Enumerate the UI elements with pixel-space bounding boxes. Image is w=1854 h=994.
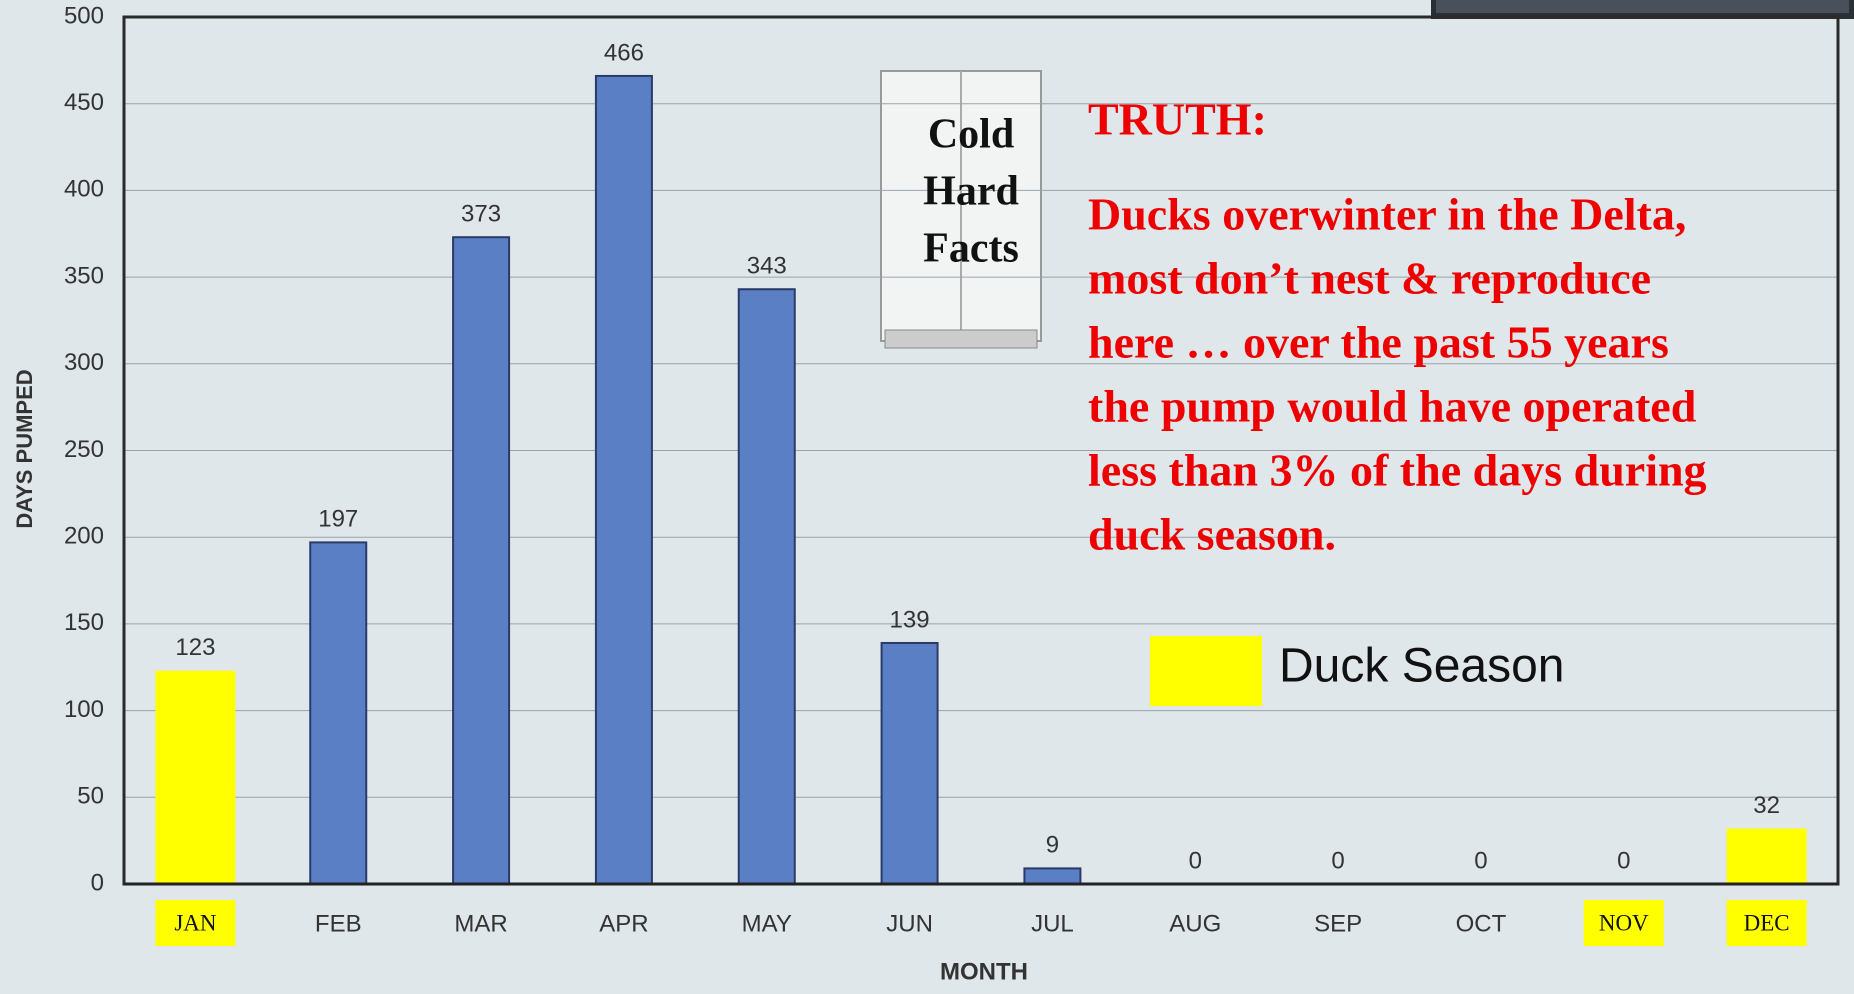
bar: [453, 237, 509, 884]
legend-label: Duck Season: [1279, 640, 1565, 693]
x-axis-title: MONTH: [940, 958, 1028, 985]
value-label: 373: [461, 201, 501, 228]
x-tick-label: AUG: [1169, 910, 1221, 937]
value-label: 0: [1331, 847, 1344, 874]
bar: [155, 671, 235, 884]
y-axis-title: DAYS PUMPED: [12, 369, 37, 528]
y-tick-label: 150: [64, 609, 104, 636]
bar: [310, 542, 366, 884]
bar: [1024, 868, 1080, 884]
annotation-line: here … over the past 55 years: [1088, 317, 1669, 368]
x-tick-label: NOV: [1599, 910, 1649, 935]
annotation-line: Ducks overwinter in the Delta,: [1088, 189, 1686, 240]
x-tick-label: FEB: [315, 910, 362, 937]
y-tick-label: 300: [64, 349, 104, 376]
x-tick-label: JUN: [886, 910, 933, 937]
annotation-line: the pump would have operated: [1088, 381, 1697, 432]
y-tick-label: 350: [64, 262, 104, 289]
fridge-label: Cold: [928, 112, 1014, 158]
value-label: 0: [1474, 847, 1487, 874]
y-tick-label: 200: [64, 523, 104, 550]
y-tick-label: 50: [77, 783, 104, 810]
annotation-line: less than 3% of the days during: [1088, 445, 1707, 496]
x-tick-label: JUL: [1031, 910, 1074, 937]
y-tick-label: 400: [64, 176, 104, 203]
x-tick-label: MAY: [742, 910, 792, 937]
x-tick-label: MAR: [454, 910, 507, 937]
value-label: 9: [1046, 832, 1059, 859]
value-label: 466: [604, 39, 644, 66]
value-label: 139: [890, 606, 930, 633]
value-label: 197: [318, 506, 358, 533]
bar: [596, 76, 652, 884]
bar: [1727, 829, 1807, 884]
y-tick-label: 500: [64, 2, 104, 29]
fridge-label: Hard: [923, 169, 1019, 215]
y-tick-label: 0: [91, 869, 104, 896]
annotation-line: duck season.: [1088, 509, 1336, 560]
bar: [882, 643, 938, 884]
value-label: 0: [1617, 847, 1630, 874]
y-tick-label: 100: [64, 696, 104, 723]
fridge-label: Facts: [923, 226, 1019, 272]
value-label: 0: [1189, 847, 1202, 874]
chart: TRUTH: DAYS PUMPED MONTH Duck Season 0 50…: [0, 0, 1854, 994]
value-label: 123: [175, 634, 215, 661]
annotation-line: most don’t nest & reproduce: [1088, 253, 1651, 304]
y-tick-label: 250: [64, 436, 104, 463]
y-tick-label: 450: [64, 89, 104, 116]
x-tick-label: JAN: [174, 910, 217, 935]
x-tick-label: OCT: [1456, 910, 1507, 937]
x-tick-label: DEC: [1744, 910, 1790, 935]
bar: [739, 289, 795, 884]
value-label: 32: [1753, 792, 1780, 819]
legend-swatch: [1150, 636, 1262, 706]
corner-box-inner: [1436, 0, 1849, 13]
x-tick-label: SEP: [1314, 910, 1362, 937]
value-label: 343: [747, 253, 787, 280]
x-tick-label: APR: [599, 910, 648, 937]
annotation-title: TRUTH:: [1088, 94, 1267, 145]
fridge-grille: [885, 330, 1037, 348]
